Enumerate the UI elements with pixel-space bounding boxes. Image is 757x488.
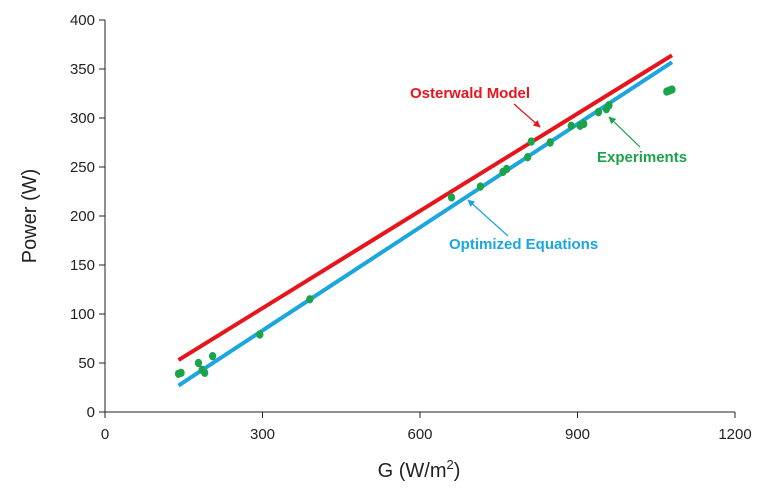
y-tick-label: 250 [70, 159, 95, 176]
y-tick-label: 100 [70, 306, 95, 323]
y-tick-label: 50 [78, 355, 95, 372]
annotation-experiments-label: Experiments [597, 149, 687, 166]
point-experiments [256, 330, 264, 339]
point-experiments [447, 193, 456, 202]
annotation-osterwald-arrow [513, 103, 541, 128]
annotation-experiments: Experiments [597, 116, 687, 166]
x-axis-title-sup: 2 [446, 457, 453, 472]
x-tick-label: 900 [565, 426, 590, 443]
point-experiments [194, 358, 203, 368]
point-experiments [524, 153, 532, 162]
point-experiments [567, 121, 575, 131]
point-experiments [306, 295, 314, 304]
axes [104, 20, 735, 413]
line-osterwald-model [177, 53, 674, 362]
point-experiments [527, 137, 535, 146]
point-experiments [209, 351, 217, 361]
point-experiments [201, 368, 209, 377]
annotation-optimized-label: Optimized Equations [449, 236, 598, 253]
x-tick-label: 300 [250, 426, 275, 443]
y-axis-ticks: 0 50 100 150 200 250 300 350 400 [70, 12, 105, 421]
x-tick-label: 0 [101, 426, 109, 443]
plot-series [174, 53, 676, 388]
point-experiments [594, 107, 603, 117]
point-experiments [546, 138, 554, 147]
x-axis-ticks: 0 300 600 900 1200 [101, 412, 752, 443]
x-tick-label: 600 [407, 426, 432, 443]
annotation-optimized-arrow [467, 199, 509, 237]
annotation-osterwald-label: Osterwald Model [410, 85, 530, 102]
annotation-experiments-arrow [608, 116, 641, 148]
y-axis-title: Power (W) [19, 169, 41, 263]
x-axis-title: G (W/m2) [378, 457, 461, 482]
point-experiments [668, 85, 676, 94]
point-experiments [605, 101, 613, 110]
y-tick-label: 400 [70, 12, 95, 29]
y-tick-label: 200 [70, 208, 95, 225]
x-axis-title-main: G (W/m [378, 460, 447, 482]
point-experiments [503, 164, 511, 174]
y-tick-label: 150 [70, 257, 95, 274]
point-experiments [177, 368, 185, 377]
x-axis-title-rest: ) [454, 460, 461, 482]
annotation-osterwald: Osterwald Model [410, 85, 541, 128]
point-experiments [580, 119, 588, 129]
y-tick-label: 350 [70, 61, 95, 78]
x-tick-label: 1200 [718, 426, 751, 443]
point-experiments [476, 182, 484, 191]
y-tick-label: 0 [87, 404, 95, 421]
annotation-optimized: Optimized Equations [449, 199, 598, 253]
y-tick-label: 300 [70, 110, 95, 127]
